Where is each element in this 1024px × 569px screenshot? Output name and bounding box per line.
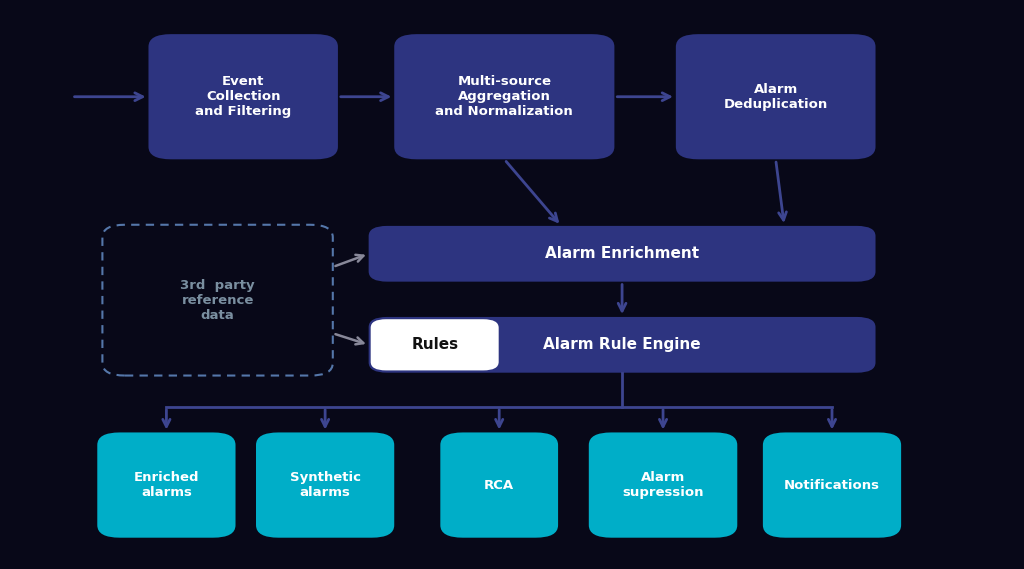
Text: Synthetic
alarms: Synthetic alarms xyxy=(290,471,360,499)
FancyBboxPatch shape xyxy=(97,432,236,538)
FancyBboxPatch shape xyxy=(371,319,499,370)
FancyBboxPatch shape xyxy=(676,34,876,159)
FancyBboxPatch shape xyxy=(394,34,614,159)
FancyBboxPatch shape xyxy=(763,432,901,538)
Text: RCA: RCA xyxy=(484,479,514,492)
FancyBboxPatch shape xyxy=(369,317,876,373)
Text: Multi-source
Aggregation
and Normalization: Multi-source Aggregation and Normalizati… xyxy=(435,75,573,118)
Text: Alarm
Deduplication: Alarm Deduplication xyxy=(724,83,827,111)
Text: Notifications: Notifications xyxy=(784,479,880,492)
FancyBboxPatch shape xyxy=(440,432,558,538)
Text: Alarm Rule Engine: Alarm Rule Engine xyxy=(544,337,700,352)
FancyBboxPatch shape xyxy=(256,432,394,538)
Text: Alarm
supression: Alarm supression xyxy=(623,471,703,499)
Text: Event
Collection
and Filtering: Event Collection and Filtering xyxy=(196,75,291,118)
FancyBboxPatch shape xyxy=(148,34,338,159)
Text: Alarm Enrichment: Alarm Enrichment xyxy=(545,246,699,261)
FancyBboxPatch shape xyxy=(369,226,876,282)
Text: 3rd  party
reference
data: 3rd party reference data xyxy=(180,279,255,321)
Text: Rules: Rules xyxy=(411,337,459,352)
FancyBboxPatch shape xyxy=(589,432,737,538)
Text: Enriched
alarms: Enriched alarms xyxy=(134,471,199,499)
